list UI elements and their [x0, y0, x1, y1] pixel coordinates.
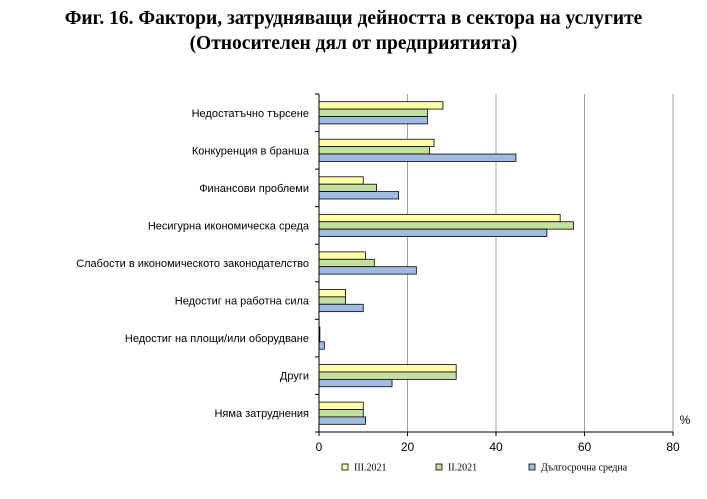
x-tick-label: 80: [666, 440, 680, 454]
legend-swatch: [435, 463, 443, 471]
x-tick-label: 0: [316, 440, 323, 454]
x-tick-label: 60: [578, 440, 592, 454]
bar: [318, 364, 457, 373]
bar: [318, 221, 574, 230]
category-label: Други: [280, 371, 309, 383]
bar: [318, 191, 400, 200]
legend-label: III.2021: [354, 463, 387, 474]
bar: [318, 266, 417, 275]
category-label: Няма затруднения: [214, 408, 309, 420]
bar: [318, 378, 393, 388]
bar: [318, 289, 346, 298]
bar: [318, 409, 364, 418]
category-label: Несигурна икономическа среда: [148, 220, 310, 232]
category-label: Недостиг на работна сила: [175, 296, 310, 308]
bar: [318, 108, 428, 117]
bar: [318, 183, 377, 192]
bar: [318, 153, 517, 162]
category-label: Конкуренция в бранша: [192, 145, 310, 157]
bar: [318, 146, 431, 155]
bar: [318, 401, 364, 410]
bar: [318, 416, 366, 425]
chart-title: Фиг. 16. Фактори, затрудняващи дейността…: [0, 6, 707, 56]
bar: [318, 341, 325, 350]
x-tick-label: 40: [489, 440, 503, 454]
bar: [318, 228, 548, 237]
bar: [318, 303, 364, 313]
legend-label: II.2021: [448, 463, 477, 474]
bar: [318, 371, 457, 380]
chart-title-line-2: (Относителен дял от предприятията): [189, 33, 518, 54]
x-tick-label: 20: [401, 440, 415, 454]
bar: [318, 213, 561, 223]
unit-label: %: [680, 413, 691, 427]
bar: [318, 116, 428, 125]
category-label: Слабости в икономическото законодателств…: [76, 258, 309, 270]
chart-title-line-1: Фиг. 16. Фактори, затрудняващи дейността…: [64, 8, 643, 29]
bar: [318, 251, 366, 260]
category-label: Недостиг на площи/или оборудване: [125, 333, 309, 345]
bar: [318, 101, 444, 110]
bar: [318, 258, 375, 268]
legend-swatch: [528, 463, 536, 471]
legend-label: Дългосрочна средна: [541, 463, 628, 474]
bar: [318, 138, 435, 148]
category-label: Недостатъчно търсене: [192, 108, 309, 120]
bar: [318, 296, 346, 305]
category-label: Финансови проблеми: [199, 183, 309, 195]
bar: [318, 176, 364, 185]
legend-swatch: [341, 463, 349, 471]
